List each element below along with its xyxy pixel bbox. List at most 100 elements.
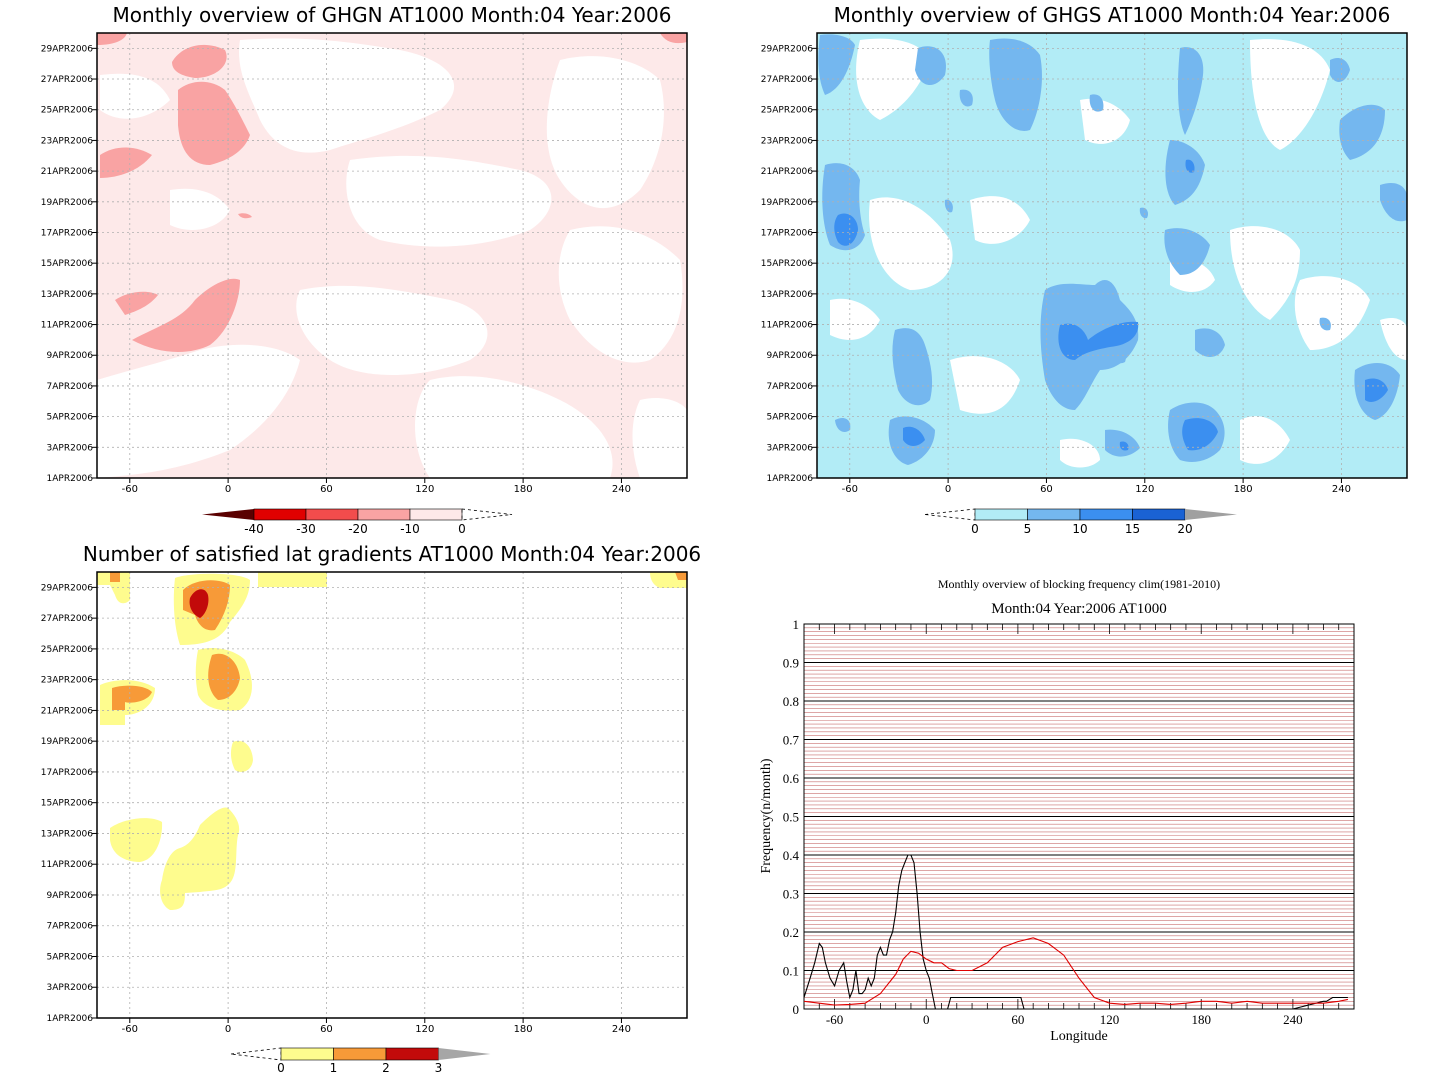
ghgn-axes: -60 0 60 120 180 240 29APR2006 27APR2006 25APR20… [41, 44, 631, 495]
y-tick-label: 13APR2006 [41, 290, 93, 300]
y-tick-label: 1APR2006 [47, 474, 94, 484]
grad-title: Number of satisfied lat gradients AT1000… [83, 542, 701, 566]
colorbar-segment [357, 508, 411, 521]
series-line-red [803, 937, 1349, 1006]
panel-ghgs: Monthly overview of GHGS AT1000 Month:04… [761, 3, 1408, 536]
colorbar-label: 5 [1024, 522, 1032, 536]
colorbar-segment [253, 508, 307, 521]
colorbar-segment [1079, 508, 1133, 521]
y-tick-label: 19APR2006 [761, 198, 813, 208]
colorbar-label: -40 [244, 522, 264, 536]
y-tick-label: 0.4 [783, 848, 800, 863]
grad-bg [97, 572, 687, 1018]
colorbar-label: 10 [1072, 522, 1087, 536]
colorbar-left-triangle [202, 509, 254, 520]
y-tick-label: 3APR2006 [47, 983, 94, 993]
y-tick-label: 7APR2006 [47, 382, 94, 392]
colorbar-segment [305, 508, 359, 521]
colorbar-label: -10 [400, 522, 420, 536]
freq-axes: 0 0.1 0.2 0.3 0.4 0.5 0.6 0.7 0.8 0.9 1 -60 0 60 120 18… [783, 617, 1355, 1027]
x-tick-label: 0 [225, 1024, 231, 1035]
grad-grid [97, 572, 687, 1018]
y-tick-label: 5APR2006 [47, 952, 94, 962]
x-tick-label: 180 [1234, 484, 1253, 495]
x-tick-label: 180 [514, 484, 533, 495]
colorbar-label: 1 [330, 1061, 338, 1075]
y-tick-label: 21APR2006 [761, 167, 813, 177]
y-tick-label: 0 [793, 1002, 800, 1017]
y-tick-label: 23APR2006 [41, 136, 93, 146]
colorbar-segment [1027, 508, 1081, 521]
panel-ghgn: Monthly overview of GHGN AT1000 Month:04… [41, 3, 688, 536]
y-tick-label: 0.6 [783, 771, 800, 786]
colorbar-right-triangle [1185, 509, 1237, 520]
ghgn-colorbar: -40 -30 -20 -10 0 [202, 508, 513, 536]
colorbar-label: 0 [277, 1061, 285, 1075]
grad-colorbar: 0 1 2 3 [230, 1047, 491, 1075]
colorbar-segment [1132, 508, 1186, 521]
y-tick-label: 21APR2006 [41, 167, 93, 177]
y-tick-label: 0.7 [783, 733, 800, 748]
freq-grid [804, 623, 1354, 1010]
x-tick-label: 120 [1100, 1012, 1120, 1027]
y-tick-label: 1APR2006 [47, 1014, 94, 1024]
x-tick-label: 0 [945, 484, 951, 495]
y-tick-label: 3APR2006 [767, 443, 814, 453]
y-tick-label: 11APR2006 [41, 321, 93, 331]
y-tick-label: 0.9 [783, 656, 799, 671]
colorbar-left-triangle [230, 1047, 282, 1061]
x-tick-label: 60 [1040, 484, 1053, 495]
ghgn-frame [96, 32, 688, 479]
y-tick-label: 0.2 [783, 925, 799, 940]
y-tick-label: 3APR2006 [47, 443, 94, 453]
y-tick-label: 9APR2006 [47, 891, 94, 901]
grad-axes: -60 0 60 120 180 240 29APR2006 27APR2006 25APR20… [41, 583, 631, 1035]
colorbar-label: 2 [382, 1061, 390, 1075]
y-tick-label: 23APR2006 [761, 136, 813, 146]
y-tick-label: 19APR2006 [41, 198, 93, 208]
y-tick-label: 19APR2006 [41, 737, 93, 747]
colorbar-right-triangle [438, 1048, 491, 1060]
grad-frame [96, 571, 688, 1019]
ghgs-frame [816, 32, 1408, 479]
y-tick-label: 27APR2006 [41, 75, 93, 85]
ghgs-colorbar: 0 5 10 15 20 [924, 508, 1237, 536]
x-tick-label: 180 [514, 1024, 533, 1035]
y-tick-label: 27APR2006 [41, 614, 93, 624]
y-tick-label: 15APR2006 [41, 799, 93, 809]
y-tick-label: 0.8 [783, 694, 799, 709]
ghgs-title: Monthly overview of GHGS AT1000 Month:04… [834, 3, 1391, 27]
series-line-black [803, 854, 1348, 1010]
y-tick-label: 1 [793, 617, 800, 632]
ghgn-field [97, 33, 687, 478]
y-tick-label: 27APR2006 [761, 75, 813, 85]
colorbar-label: 0 [971, 522, 979, 536]
colorbar-label: 0 [458, 522, 466, 536]
ghgs-level-5 [818, 34, 1407, 465]
y-tick-label: 1APR2006 [767, 474, 814, 484]
y-tick-label: 13APR2006 [761, 290, 813, 300]
freq-subtitle: Month:04 Year:2006 AT1000 [991, 601, 1166, 617]
colorbar-label: -30 [296, 522, 316, 536]
x-tick-label: 0 [923, 1012, 930, 1027]
x-tick-label: 120 [415, 484, 434, 495]
x-tick-label: 60 [1011, 1012, 1024, 1027]
y-tick-label: 7APR2006 [47, 922, 94, 932]
colorbar-segment [974, 508, 1028, 521]
x-tick-label: 240 [612, 484, 631, 495]
y-tick-label: 0.5 [783, 810, 799, 825]
panel-frequency: Monthly overview of blocking frequency c… [759, 577, 1355, 1044]
y-tick-label: 29APR2006 [41, 44, 93, 54]
x-tick-label: -60 [122, 1024, 138, 1035]
colorbar-segment [409, 508, 463, 521]
y-tick-label: 17APR2006 [41, 768, 93, 778]
colorbar-segment [280, 1047, 334, 1061]
y-tick-label: 11APR2006 [41, 860, 93, 870]
x-tick-label: -60 [122, 484, 138, 495]
y-tick-label: 9APR2006 [47, 351, 94, 361]
grad-level-2 [189, 589, 209, 618]
x-tick-label: 120 [415, 1024, 434, 1035]
ghgs-axes: -60 0 60 120 180 240 29APR2006 27APR2006 25APR20… [761, 44, 1351, 495]
y-tick-label: 5APR2006 [47, 413, 94, 423]
